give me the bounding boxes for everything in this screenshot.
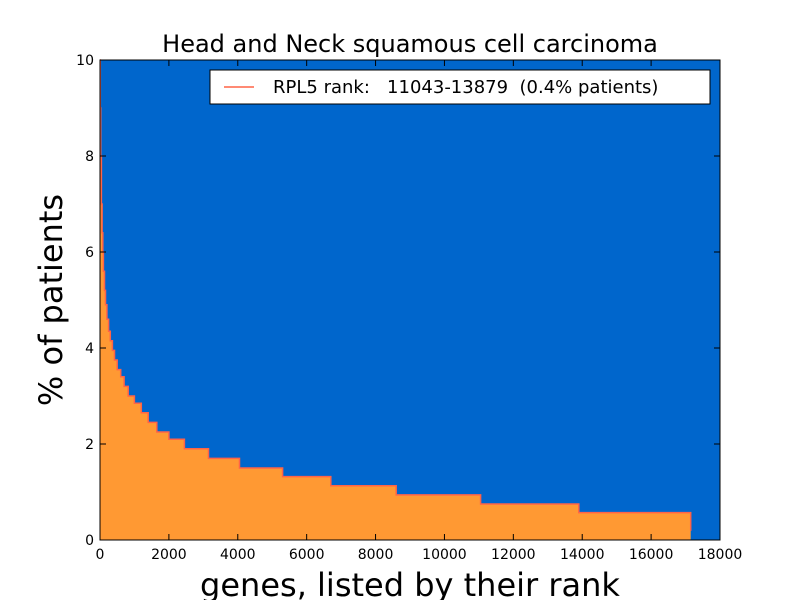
area-fill xyxy=(100,60,691,540)
x-tick-label: 8000 xyxy=(358,547,394,563)
y-tick-label: 6 xyxy=(85,245,94,261)
y-axis-label: % of patients xyxy=(32,194,70,406)
x-tick-label: 16000 xyxy=(629,547,674,563)
legend-box xyxy=(209,69,711,105)
x-tick-label: 0 xyxy=(96,547,105,563)
y-tick-label: 10 xyxy=(76,53,94,69)
y-tick-label: 0 xyxy=(85,533,94,549)
x-tick-label: 12000 xyxy=(491,547,536,563)
x-tick-label: 10000 xyxy=(422,547,467,563)
chart-title: Head and Neck squamous cell carcinoma xyxy=(162,30,658,58)
y-axis: 0 2 4 6 8 10 xyxy=(76,53,720,549)
plot-frame xyxy=(99,59,721,541)
x-tick-label: 14000 xyxy=(560,547,605,563)
y-tick-label: 2 xyxy=(85,437,94,453)
x-tick-label: 18000 xyxy=(698,547,743,563)
x-axis: 0 2000 4000 6000 8000 10000 12000 14000 16000 180… xyxy=(96,60,743,563)
x-tick-label: 2000 xyxy=(151,547,187,563)
y-tick-label: 8 xyxy=(85,149,94,165)
x-tick-label: 4000 xyxy=(220,547,256,563)
y-tick-label: 4 xyxy=(85,341,94,357)
legend: RPL5 rank: 11043-13879 (0.4% patients) xyxy=(209,69,711,105)
x-axis-label: genes, listed by their rank xyxy=(200,566,620,600)
legend-label: RPL5 rank: 11043-13879 (0.4% patients) xyxy=(273,77,658,98)
x-tick-label: 6000 xyxy=(289,547,325,563)
